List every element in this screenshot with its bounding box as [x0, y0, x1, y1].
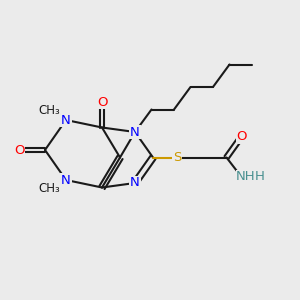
Text: N: N — [61, 173, 71, 187]
Text: NH: NH — [236, 170, 256, 184]
Text: O: O — [97, 95, 107, 109]
Text: O: O — [14, 143, 25, 157]
Text: O: O — [236, 130, 247, 143]
Text: H: H — [255, 170, 265, 184]
Text: N: N — [61, 113, 71, 127]
Text: CH₃: CH₃ — [39, 182, 60, 196]
Text: CH₃: CH₃ — [39, 104, 60, 118]
Text: S: S — [173, 151, 181, 164]
Text: N: N — [130, 125, 140, 139]
Text: N: N — [130, 176, 140, 190]
